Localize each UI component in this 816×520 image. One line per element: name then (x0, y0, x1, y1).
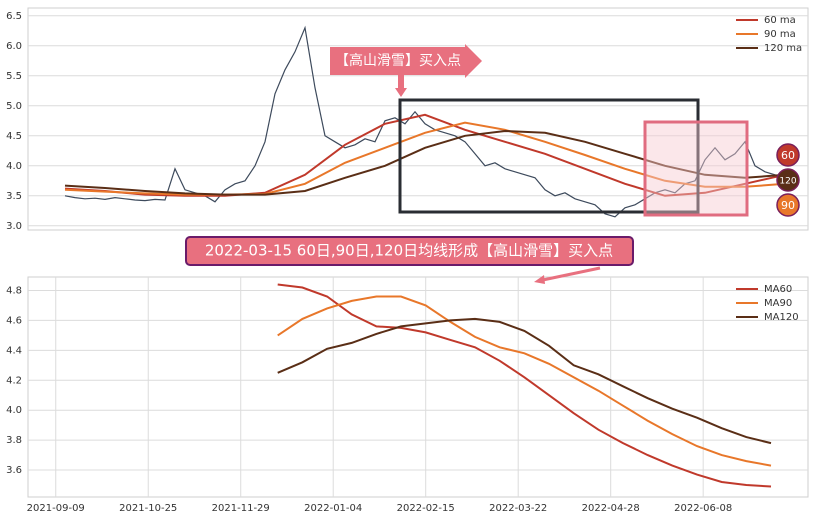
ma-line (64, 129, 786, 196)
legend-label: 60 ma (764, 15, 796, 26)
badge (776, 193, 800, 217)
legend-label: MA90 (764, 298, 792, 309)
x-tick-label: 2022-04-28 (582, 503, 640, 514)
y-tick-label: 4.5 (6, 131, 22, 142)
down-arrow (395, 75, 407, 97)
pointer-head (534, 275, 545, 284)
pointer (537, 266, 601, 283)
x-tick-label: 2022-01-04 (304, 503, 362, 514)
y-tick-label: 4.8 (6, 285, 22, 296)
x-tick-label: 2022-03-22 (489, 503, 547, 514)
y-tick-label: 4.0 (6, 161, 22, 172)
ma-line (64, 121, 786, 196)
ma-line (277, 295, 772, 467)
price-line (64, 25, 786, 218)
x-tick-label: 2022-02-15 (397, 503, 455, 514)
legend-label: 90 ma (764, 29, 796, 40)
banner (185, 236, 634, 266)
y-tick-label: 6.0 (6, 41, 22, 52)
y-tick-label: 4.2 (6, 375, 22, 386)
y-tick-label: 4.6 (6, 315, 22, 326)
y-tick-label: 5.0 (6, 101, 22, 112)
y-tick-label: 3.5 (6, 191, 22, 202)
legend-label: MA60 (764, 284, 792, 295)
badge (776, 168, 800, 192)
ma-line (277, 283, 772, 488)
zone-box (398, 98, 700, 214)
legend-label: 120 ma (764, 43, 802, 54)
y-tick-label: 3.8 (6, 435, 22, 446)
ma-line (64, 113, 786, 197)
badge-label: 60 (781, 149, 795, 162)
annotation: 【高山滑雪】买入点 (335, 52, 461, 69)
annotation-arrow (330, 44, 482, 78)
banner-text: 2022-03-15 60日,90日,120日均线形成【高山滑雪】买入点 (205, 242, 613, 260)
y-tick-label: 3.0 (6, 221, 22, 232)
x-tick-label: 2022-06-08 (674, 503, 732, 514)
x-tick-label: 2021-11-29 (212, 503, 270, 514)
badge-label: 90 (781, 199, 795, 212)
legend-label: MA120 (764, 312, 799, 323)
highlight-box (643, 120, 749, 217)
y-tick-label: 6.5 (6, 11, 22, 22)
y-tick-label: 4.0 (6, 405, 22, 416)
x-tick-label: 2021-10-25 (119, 503, 177, 514)
y-tick-label: 3.6 (6, 465, 22, 476)
ma-line (277, 317, 772, 445)
y-tick-label: 4.4 (6, 345, 22, 356)
badge (776, 143, 800, 167)
y-tick-label: 5.5 (6, 71, 22, 82)
badge-label: 120 (779, 177, 796, 187)
x-tick-label: 2021-09-09 (27, 503, 85, 514)
bottom-plot-area (27, 276, 809, 498)
